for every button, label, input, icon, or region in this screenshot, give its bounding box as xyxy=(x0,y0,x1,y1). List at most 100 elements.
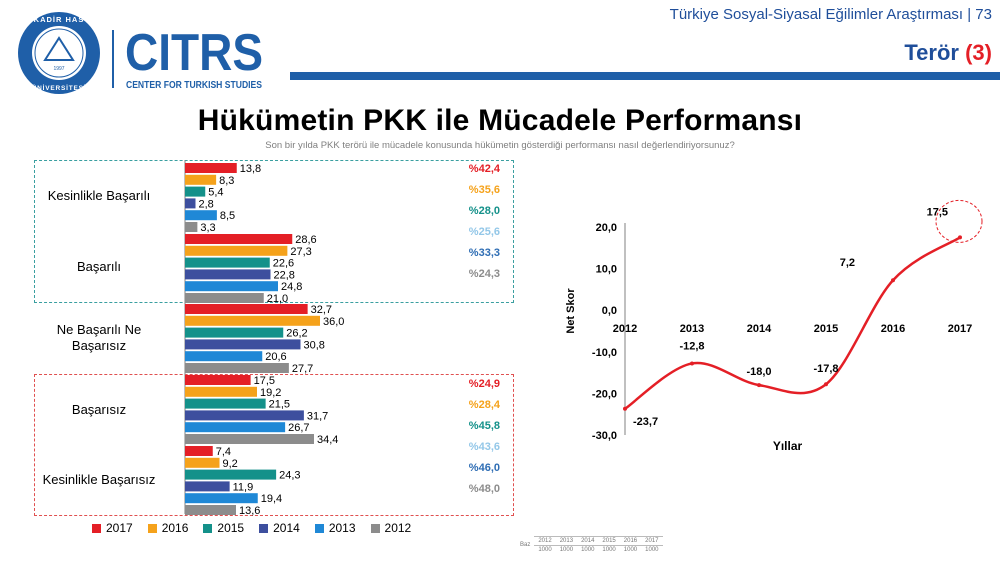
bar xyxy=(185,481,230,492)
bar xyxy=(185,469,277,480)
sample-table-year: 2016 xyxy=(619,536,642,546)
bar xyxy=(185,210,217,221)
bar-value-label: 3,3 xyxy=(200,222,215,234)
category-label-kesinlikle-basarili: Kesinlikle Başarılı xyxy=(47,188,151,203)
bar xyxy=(185,257,270,268)
bar-value-label: 32,7 xyxy=(311,304,332,316)
bar-value-label: 27,7 xyxy=(292,363,313,375)
line-point xyxy=(824,382,828,387)
sample-table-year: 2017 xyxy=(641,536,663,546)
pct-label: %24,9 xyxy=(468,378,500,390)
sample-table-year: 2012 xyxy=(534,536,556,546)
sample-table-year: 2013 xyxy=(555,536,578,546)
highlight-circle xyxy=(935,199,983,243)
bar xyxy=(185,198,196,209)
line-point xyxy=(891,278,895,283)
bar xyxy=(185,457,220,468)
line-point xyxy=(958,235,962,240)
point-value-label: -18,0 xyxy=(746,366,771,378)
bar xyxy=(185,327,284,338)
bar-value-label: 31,7 xyxy=(307,410,328,422)
bar-value-label: 22,6 xyxy=(273,258,294,270)
sample-table-value: 1000 xyxy=(598,545,620,554)
category-label-kesinlikle-basarisiz: Kesinlikle Başarısız xyxy=(42,472,156,487)
legend-label: 2017 xyxy=(106,521,133,535)
bar xyxy=(185,186,206,197)
pct-label: %45,8 xyxy=(468,420,500,432)
legend-item-2017: 2017 xyxy=(92,521,133,535)
sample-table-year: 2014 xyxy=(577,536,599,546)
bar xyxy=(185,304,308,314)
point-value-label: -12,8 xyxy=(679,340,704,352)
bar xyxy=(185,222,198,232)
bar-value-label: 24,8 xyxy=(281,281,302,293)
pct-label-list-negative: %24,9 %28,4 %45,8 %43,6 %46,0 %48,0 xyxy=(440,378,500,504)
legend-swatch xyxy=(92,523,101,533)
legend-item-2013: 2013 xyxy=(314,521,356,535)
legend-label: 2012 xyxy=(384,521,412,535)
sample-table-row-label: Baz xyxy=(520,542,531,549)
bar xyxy=(185,269,271,280)
sample-table-value: 1000 xyxy=(641,545,663,554)
bar xyxy=(185,422,286,433)
bar-value-label: 30,8 xyxy=(304,339,325,351)
legend-label: 2015 xyxy=(217,521,245,535)
bar-value-label: 9,2 xyxy=(223,458,238,470)
legend-item-2016: 2016 xyxy=(147,521,189,535)
seal-year: 1997 xyxy=(53,66,64,72)
y-tick-label: -30,0 xyxy=(592,430,617,442)
bar xyxy=(185,505,236,515)
pct-label: %25,6 xyxy=(468,226,500,238)
point-value-label: -23,7 xyxy=(633,416,658,428)
y-tick-label: -20,0 xyxy=(592,388,617,400)
x-tick-label: 2015 xyxy=(814,323,838,335)
x-axis-label: Yıllar xyxy=(773,439,803,453)
bar-value-label: 8,5 xyxy=(220,210,235,222)
bar-value-label: 13,6 xyxy=(239,505,260,517)
x-tick-label: 2017 xyxy=(948,323,972,335)
seal-bottom-text: ÜNİVERSİTESİ xyxy=(32,83,87,92)
y-tick-label: 0,0 xyxy=(602,305,617,317)
bar-value-label: 34,4 xyxy=(317,434,338,446)
pct-label: %48,0 xyxy=(468,483,500,495)
legend-label: 2016 xyxy=(161,521,189,535)
bar xyxy=(185,234,293,244)
negative-group-box xyxy=(34,374,514,516)
legend-swatch xyxy=(203,523,213,533)
section-title-text: Terör xyxy=(904,40,959,65)
bar-value-label: 36,0 xyxy=(323,316,344,328)
sample-table-value: 1000 xyxy=(619,545,642,554)
point-value-label: 17,5 xyxy=(927,206,948,218)
bar-chart: 13,88,35,42,88,53,328,627,322,622,824,82… xyxy=(184,160,344,517)
sample-table-value: 1000 xyxy=(555,545,578,554)
chart-subtitle: Son bir yılda PKK terörü ile mücadele ko… xyxy=(265,140,735,151)
bar xyxy=(185,375,251,385)
positive-group-box xyxy=(34,160,514,303)
pct-label: %42,4 xyxy=(468,163,500,175)
bar xyxy=(185,245,288,256)
bar-value-label: 8,3 xyxy=(219,175,234,187)
x-tick-label: 2013 xyxy=(680,323,704,335)
sample-table-value-row: 1000 1000 1000 1000 1000 1000 xyxy=(516,545,663,554)
point-value-label: -17,8 xyxy=(813,363,838,375)
x-tick-label: 2012 xyxy=(613,323,637,335)
pct-label: %28,0 xyxy=(468,205,500,217)
pct-label: %33,3 xyxy=(468,247,500,259)
y-tick-label: 10,0 xyxy=(596,264,617,276)
bar-value-label: 17,5 xyxy=(254,375,275,387)
bar-value-label: 24,3 xyxy=(279,470,300,482)
pct-label: %43,6 xyxy=(468,441,500,453)
point-value-label: 7,2 xyxy=(840,257,855,269)
category-label-ne-basarili-ne-basarisiz: Ne Başarılı Ne Başarısız xyxy=(56,322,142,353)
bar xyxy=(185,434,314,444)
legend-item-2014: 2014 xyxy=(259,521,300,535)
bar xyxy=(185,293,264,303)
bar-value-label: 19,4 xyxy=(261,493,282,505)
sample-table-year: 2015 xyxy=(598,536,620,546)
y-tick-label: 20,0 xyxy=(596,222,617,234)
chart-title: Hükümetin PKK ile Mücadele Performansı xyxy=(197,104,803,137)
bar xyxy=(185,281,278,292)
bar xyxy=(185,446,213,456)
bar xyxy=(185,163,237,173)
legend-swatch xyxy=(370,523,380,533)
